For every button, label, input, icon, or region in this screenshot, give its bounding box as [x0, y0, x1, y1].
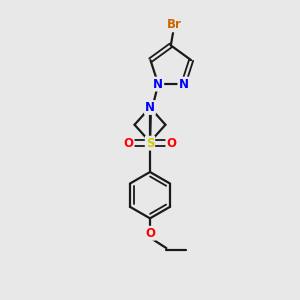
- Text: N: N: [178, 78, 188, 91]
- Text: O: O: [124, 137, 134, 150]
- Text: S: S: [146, 137, 154, 150]
- Text: N: N: [153, 78, 163, 91]
- Text: O: O: [167, 137, 176, 150]
- Text: N: N: [145, 101, 155, 114]
- Text: Br: Br: [167, 18, 182, 32]
- Text: O: O: [145, 227, 155, 240]
